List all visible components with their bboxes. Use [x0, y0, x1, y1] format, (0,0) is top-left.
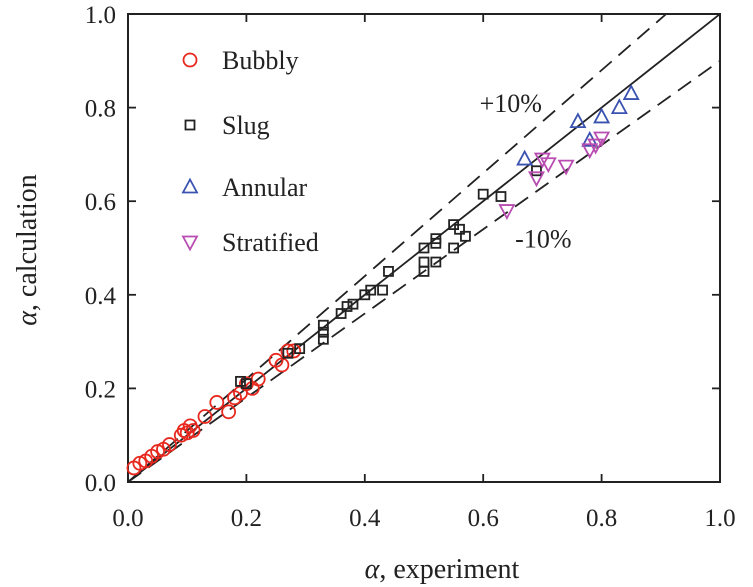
slug-point — [477, 188, 489, 200]
slug-point — [430, 256, 442, 268]
series-bubbly — [126, 343, 302, 476]
slug-point — [430, 233, 442, 245]
slug-point — [317, 326, 329, 338]
legend-label-slug: Slug — [222, 111, 270, 140]
series-slug — [235, 165, 542, 390]
slug-point — [317, 319, 329, 331]
legend-marker-bubbly — [182, 52, 198, 68]
stratified-point — [557, 159, 575, 176]
x-tick-label: 0.8 — [586, 505, 617, 532]
y-tick-label: 0.2 — [85, 376, 116, 403]
y-tick-label: 0.8 — [85, 96, 116, 123]
y-axis-label: , calculation — [12, 174, 43, 311]
legend-label-stratified: Stratified — [222, 228, 319, 257]
slug-point — [383, 265, 394, 277]
slug-point — [294, 343, 306, 355]
bubbly-point — [162, 437, 177, 452]
stratified-point — [533, 152, 551, 169]
reference-line-1 — [128, 14, 667, 482]
stratified-point — [587, 138, 605, 155]
stratified-point — [581, 143, 599, 160]
stratified-point — [593, 131, 611, 148]
annular-point — [569, 112, 587, 129]
y-tick-label: 0.0 — [85, 470, 116, 497]
x-tick-label: 0.6 — [468, 505, 499, 532]
y-tick-label: 0.4 — [85, 283, 117, 310]
y-tick-label: 1.0 — [85, 2, 116, 29]
slug-point — [531, 165, 542, 177]
stratified-point — [498, 204, 516, 220]
slug-point — [335, 308, 347, 319]
legend-marker-slug — [184, 119, 196, 131]
bubbly-point — [274, 357, 290, 373]
slug-point — [454, 223, 465, 235]
x-axis-symbol: α — [365, 554, 381, 585]
x-axis-label: , experiment — [379, 554, 519, 585]
x-tick-label: 1.0 — [704, 505, 735, 532]
axis-ticks: 0.0 0.2 0.4 0.6 0.8 1.0 0.0 0.2 0.4 0.6 0.8 1.0 — [85, 2, 736, 532]
plot-border — [127, 13, 721, 483]
reference-lines — [128, 14, 720, 482]
slug-point — [341, 301, 353, 312]
slug-point — [418, 242, 430, 254]
slug-point — [495, 191, 507, 202]
y-axis-title: α, calculation — [12, 174, 43, 326]
legend-label-annular: Annular — [222, 173, 308, 202]
x-tick-label: 0.4 — [349, 505, 381, 532]
bubbly-point — [209, 395, 225, 410]
legend-label-bubbly: Bubbly — [222, 46, 299, 75]
y-axis-symbol: α — [12, 310, 43, 326]
slug-point — [448, 242, 460, 254]
reference-line-2 — [128, 60, 720, 482]
x-axis-title: α, experiment — [365, 554, 520, 585]
annular-point — [622, 84, 640, 100]
annotation-plus-10: +10% — [480, 89, 542, 118]
y-tick-label: 0.6 — [85, 189, 116, 216]
stratified-point — [539, 157, 557, 174]
stratified-point — [527, 171, 545, 188]
slug-point — [418, 256, 430, 268]
slug-point — [347, 298, 359, 310]
bubbly-point — [286, 343, 302, 359]
x-tick-label: 0.0 — [112, 505, 143, 532]
annular-point — [593, 107, 611, 124]
data-points — [126, 84, 640, 476]
slug-point — [235, 375, 246, 387]
slug-point — [365, 284, 377, 296]
bubbly-point — [197, 409, 213, 424]
slug-point — [240, 378, 252, 390]
series-stratified — [498, 131, 611, 220]
legend: Bubbly Slug Annular Stratified — [181, 46, 319, 257]
annular-point — [516, 149, 534, 166]
bubbly-point — [221, 404, 237, 420]
slug-point — [460, 230, 471, 242]
reference-line-0 — [128, 14, 720, 482]
annular-point — [610, 98, 628, 114]
annotation-minus-10: -10% — [515, 225, 571, 254]
slug-point — [317, 333, 329, 345]
slug-point — [282, 347, 294, 359]
legend-marker-stratified — [181, 235, 199, 252]
bubbly-point — [185, 423, 201, 438]
slug-point — [377, 284, 388, 296]
legend-marker-annular — [181, 177, 199, 194]
plot-frame — [127, 13, 721, 483]
x-tick-label: 0.2 — [231, 505, 262, 532]
